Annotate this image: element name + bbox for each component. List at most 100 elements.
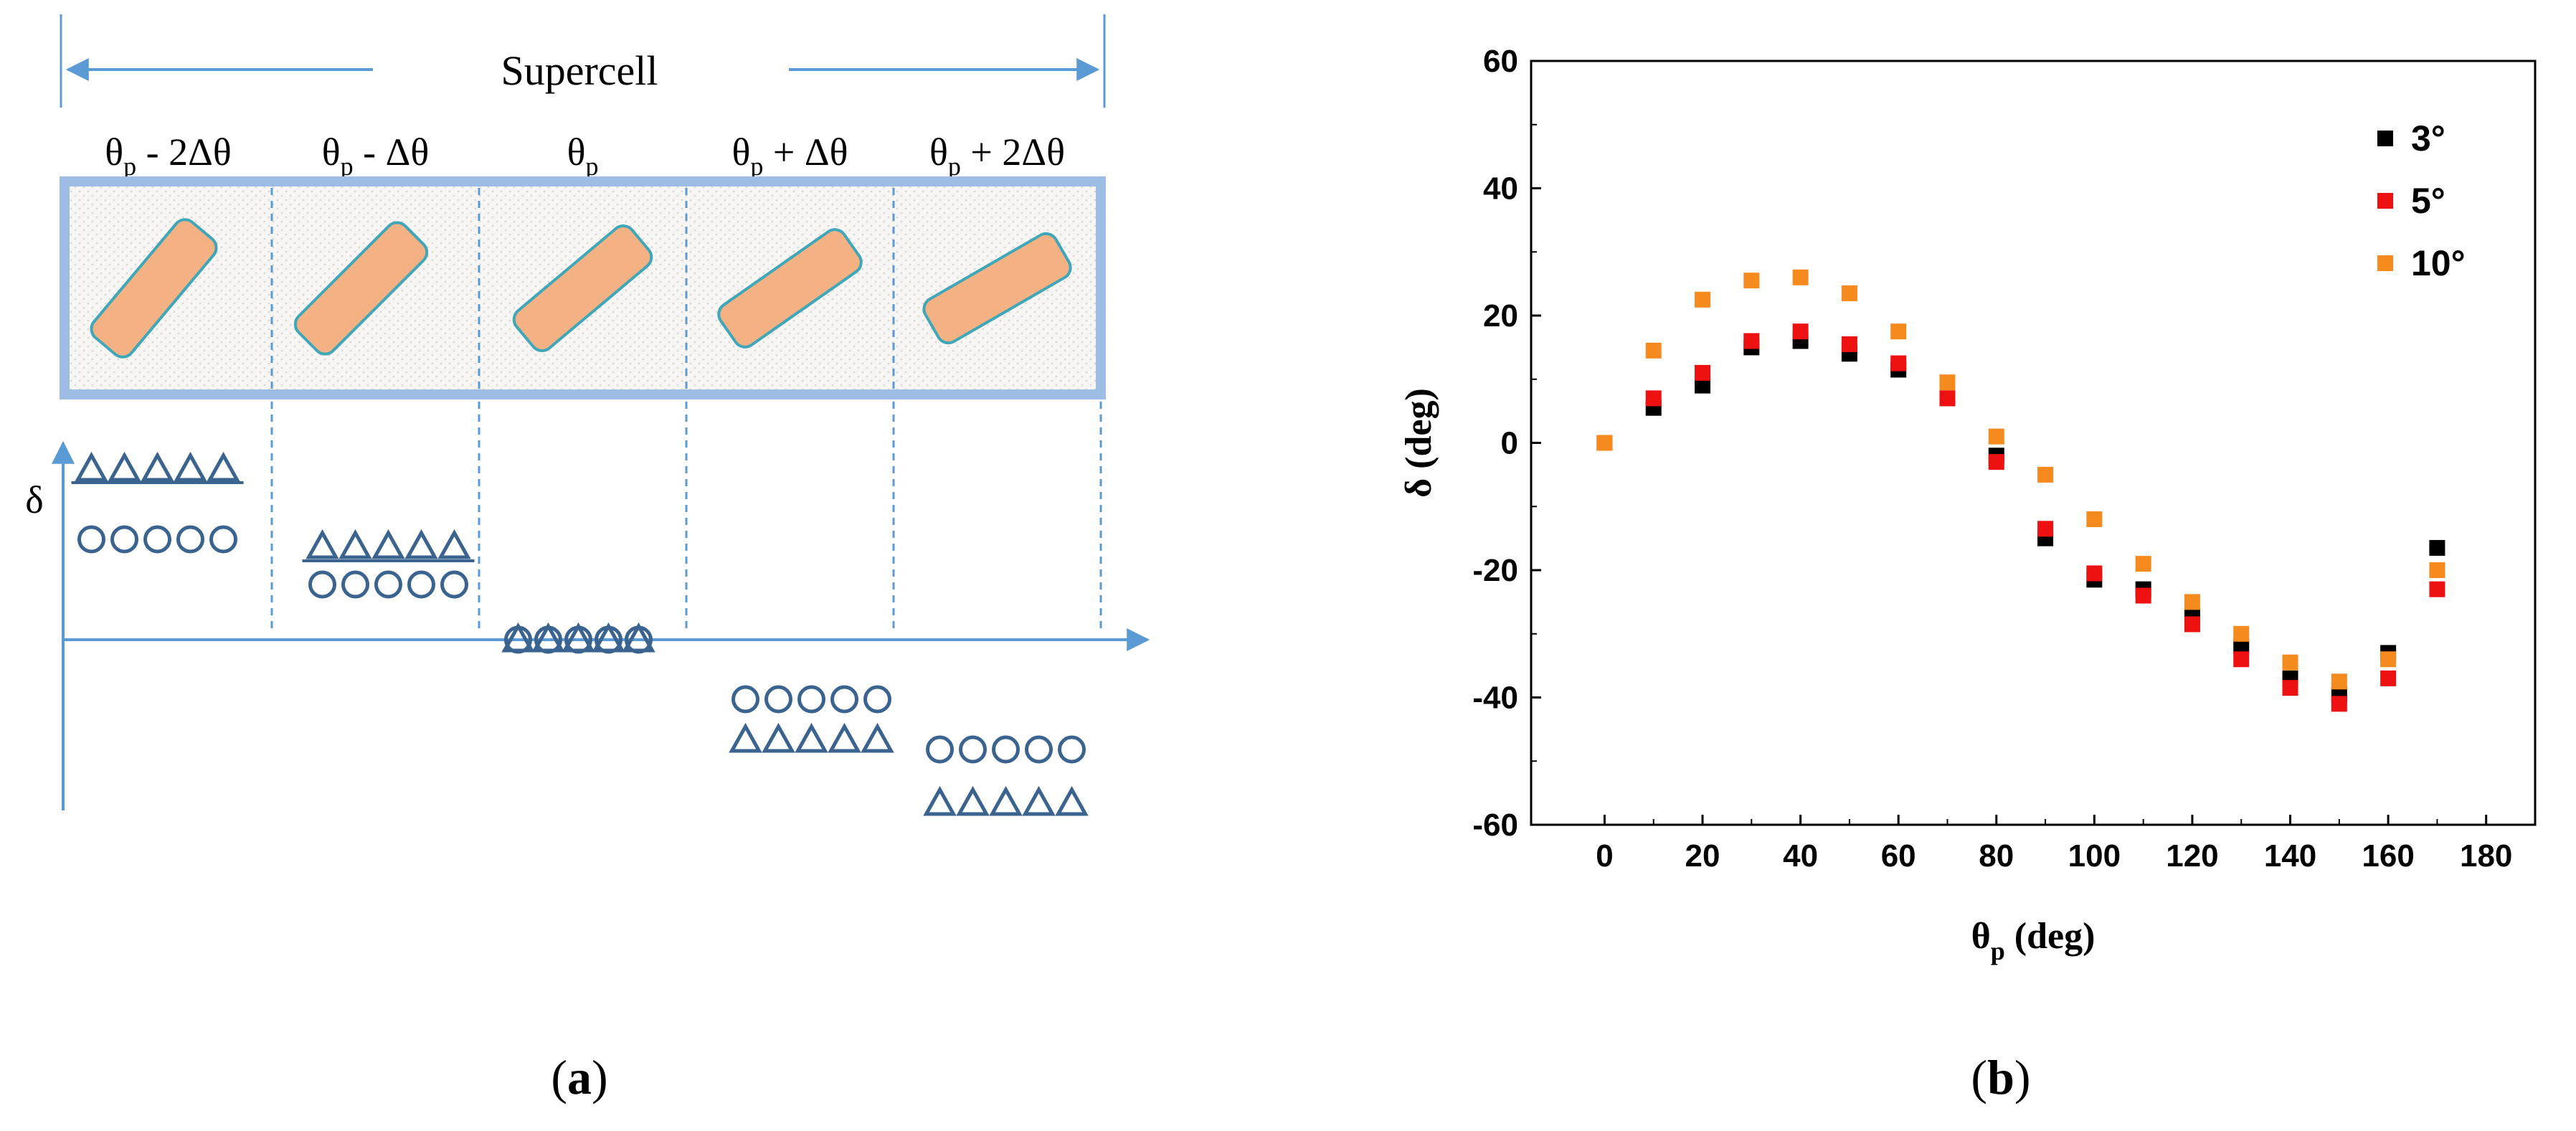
point-series-1	[2135, 587, 2151, 604]
point-series-0	[2429, 539, 2445, 556]
triangle-symbol	[622, 622, 655, 653]
point-series-2	[1939, 374, 1956, 391]
y-tick-label: 60	[1483, 44, 1518, 79]
circle-symbol	[143, 525, 171, 554]
circle-symbol	[863, 685, 891, 714]
point-series-2	[1988, 428, 2004, 445]
point-series-1	[2184, 616, 2200, 633]
circle-symbol	[176, 525, 204, 554]
point-series-1	[1792, 323, 1809, 340]
point-series-1	[2086, 565, 2103, 582]
point-series-1	[1841, 336, 1857, 352]
rod	[90, 218, 218, 359]
plot-frame	[1530, 60, 2537, 826]
y-tick-label: -20	[1472, 553, 1518, 588]
x-axis-label: θp (deg)	[1971, 916, 2096, 965]
circle-symbol	[926, 735, 954, 764]
point-series-0	[2233, 638, 2250, 655]
circle-symbol	[374, 570, 402, 599]
point-series-1	[1743, 333, 1760, 349]
x-tick-label: 20	[1685, 838, 1720, 874]
triangle-symbol	[729, 722, 762, 753]
point-series-2	[1695, 291, 1711, 308]
triangle-symbol	[562, 622, 595, 653]
phase-symbols	[71, 451, 1089, 816]
point-series-2	[1743, 273, 1760, 289]
point-series-1	[2429, 581, 2445, 597]
point-series-0	[1695, 377, 1711, 394]
circle-symbol	[308, 570, 336, 599]
panel-b-chart: 0 20 40 60 80 100 120 140 160 180 -60 -40 -20 0 20 40 60…	[1398, 44, 2537, 1104]
triangle-symbol	[75, 451, 108, 482]
triangle-symbol	[306, 529, 339, 559]
x-tick-label: 80	[1979, 838, 2014, 874]
triangle-symbol	[1022, 785, 1056, 816]
y-axis-label: δ (deg)	[1398, 388, 1439, 498]
circle-symbol	[341, 570, 369, 599]
y-tick-label: 0	[1501, 426, 1518, 461]
point-series-1	[1645, 390, 1662, 407]
y-tick-label: -60	[1472, 808, 1518, 843]
legend-swatch	[2377, 255, 2393, 271]
triangle-symbol	[437, 529, 471, 559]
point-series-2	[2233, 625, 2250, 642]
triangle-symbol	[592, 622, 625, 653]
cell-label: θp	[567, 131, 599, 181]
circle-symbol	[992, 735, 1020, 764]
triangle-symbol	[923, 785, 957, 816]
caption-a: (a)	[551, 1050, 607, 1104]
point-series-2	[2380, 651, 2397, 668]
circle-symbol	[1058, 735, 1086, 764]
legend-label: 5°	[2411, 181, 2445, 221]
circle-symbol	[110, 525, 138, 554]
cell-label: θp - 2Δθ	[105, 131, 231, 181]
legend: 3° 5° 10°	[2377, 118, 2466, 283]
cell-label: θp - Δθ	[322, 131, 429, 181]
rod	[512, 224, 653, 352]
cell-label: θp + Δθ	[732, 131, 848, 181]
point-series-1	[2233, 651, 2250, 668]
point-series-2	[2331, 673, 2347, 690]
point-series-2	[1890, 323, 1907, 340]
triangle-symbol	[371, 529, 405, 559]
point-series-2	[2429, 562, 2445, 578]
triangle-symbol	[174, 451, 207, 482]
triangle-symbol	[861, 722, 894, 753]
point-series-2	[1792, 269, 1809, 285]
legend-swatch	[2377, 193, 2393, 209]
caption-b: (b)	[1971, 1050, 2030, 1104]
y-tick-label: 40	[1483, 171, 1518, 207]
x-tick-label: 120	[2166, 838, 2218, 874]
point-series-2	[1841, 285, 1857, 301]
triangle-symbol	[762, 722, 795, 753]
point-series-1	[1890, 355, 1907, 372]
rods	[90, 218, 1072, 359]
x-tick-label: 140	[2264, 838, 2316, 874]
axis-ticks: 0 20 40 60 80 100 120 140 160 180 -60 -40 -20 0 20 40 60	[1472, 44, 2512, 874]
point-series-2	[1645, 342, 1662, 359]
point-series-1	[1695, 364, 1711, 381]
supercell-label: Supercell	[501, 47, 658, 94]
circle-symbol	[797, 685, 825, 714]
point-series-1	[2380, 670, 2397, 686]
circle-symbol	[209, 525, 237, 554]
triangle-symbol	[207, 451, 240, 482]
panel-a-diagram: Supercell θp - 2Δθ θp - Δθ θp θp + Δθ θp + 2…	[25, 14, 1150, 1104]
circle-symbol	[731, 685, 759, 714]
circle-symbol	[959, 735, 987, 764]
data-points	[1596, 269, 2445, 712]
circle-symbol	[1025, 735, 1053, 764]
x-tick-label: 60	[1881, 838, 1916, 874]
triangle-symbol	[141, 451, 174, 482]
circle-symbol	[830, 685, 858, 714]
x-tick-label: 40	[1783, 838, 1818, 874]
triangle-symbol	[404, 529, 438, 559]
rod	[717, 228, 863, 349]
point-series-2	[2184, 594, 2200, 610]
point-series-1	[2282, 680, 2298, 696]
point-series-2	[2135, 556, 2151, 572]
triangle-symbol	[531, 622, 565, 653]
point-series-1	[1988, 454, 2004, 470]
circle-symbol	[440, 570, 468, 599]
rod	[293, 221, 429, 356]
